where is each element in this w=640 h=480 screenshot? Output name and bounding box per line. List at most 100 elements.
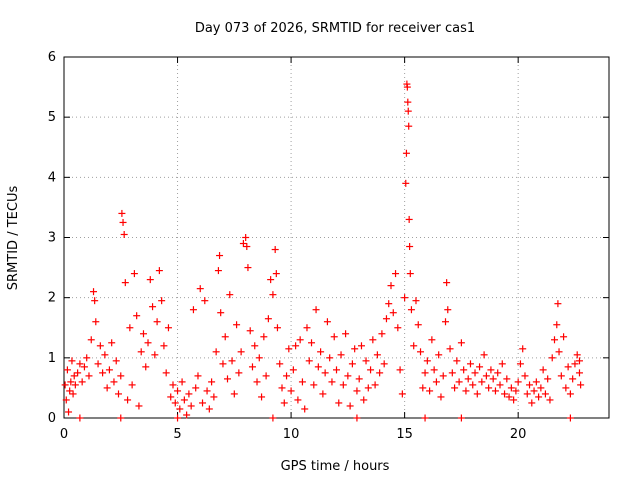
data-point [335, 399, 343, 407]
data-point [473, 390, 481, 398]
data-point [421, 369, 429, 377]
data-point [194, 372, 202, 380]
data-point [380, 360, 388, 368]
data-point [337, 351, 345, 359]
data-point [333, 366, 340, 374]
data-point [112, 357, 120, 365]
data-point [255, 354, 263, 362]
data-point [512, 387, 520, 395]
data-point [389, 309, 397, 317]
data-point [360, 396, 368, 404]
data-point [90, 288, 98, 296]
data-point [151, 351, 159, 359]
data-point [414, 321, 422, 329]
data-point [139, 330, 147, 338]
data-point [443, 279, 451, 287]
data-point [278, 384, 286, 392]
y-axis-label: SRMTID / TECUs [6, 186, 21, 291]
data-point [208, 378, 216, 386]
data-point [371, 381, 379, 389]
data-point [228, 357, 236, 365]
data-point [68, 357, 76, 365]
data-point [212, 348, 220, 356]
data-point [210, 393, 218, 401]
data-point [167, 393, 175, 401]
data-point [176, 405, 184, 413]
data-point [242, 234, 250, 241]
data-point [362, 357, 370, 365]
data-point [226, 291, 234, 299]
y-tick-label: 1 [48, 351, 56, 366]
data-point [357, 342, 365, 350]
data-point [478, 378, 486, 386]
axis-ticks: 0 5 10 15 20 0 1 2 3 4 5 6 [48, 50, 609, 442]
data-point [406, 243, 414, 251]
data-point [562, 384, 570, 392]
data-point [76, 360, 84, 368]
data-point [507, 384, 515, 392]
x-axis-label: GPS time / hours [281, 459, 390, 474]
data-point [187, 402, 195, 410]
data-point [192, 384, 200, 392]
data-point [523, 390, 531, 398]
x-tick-label: 10 [283, 427, 300, 442]
data-point [548, 354, 556, 362]
data-point [446, 345, 454, 353]
data-point [396, 366, 404, 374]
data-point [205, 405, 213, 413]
data-point [555, 348, 563, 356]
chart-title: Day 073 of 2026, SRMTID for receiver cas… [195, 21, 475, 36]
data-point [394, 324, 402, 332]
data-point [385, 300, 393, 308]
data-point [539, 366, 547, 374]
data-point [203, 387, 211, 395]
data-point [466, 360, 474, 368]
data-point [135, 402, 143, 410]
data-point [382, 315, 390, 323]
data-point [267, 276, 275, 284]
y-tick-label: 2 [48, 291, 56, 306]
data-point [528, 399, 536, 407]
data-point [535, 393, 543, 401]
data-point [61, 381, 69, 389]
data-point [442, 318, 449, 326]
data-point [462, 387, 470, 395]
data-point [496, 381, 504, 389]
data-point [491, 387, 499, 395]
data-point [489, 375, 497, 383]
data-point [421, 414, 429, 422]
data-point [264, 315, 272, 323]
x-tick-label: 15 [396, 427, 413, 442]
data-point [85, 372, 93, 380]
data-point [407, 306, 415, 314]
data-point [87, 336, 95, 344]
data-point [455, 378, 463, 386]
data-point [101, 351, 109, 359]
data-point [94, 360, 102, 368]
data-point [174, 414, 182, 422]
data-point [398, 390, 406, 398]
data-point [83, 354, 91, 362]
data-point [480, 351, 488, 359]
data-point [235, 369, 243, 377]
data-point [423, 357, 431, 365]
data-point [308, 339, 316, 347]
data-point [162, 369, 170, 377]
data-point [171, 399, 179, 407]
data-point [298, 378, 306, 386]
data-point [575, 369, 583, 377]
data-point [178, 378, 186, 386]
data-point [569, 375, 577, 383]
data-point [317, 348, 325, 356]
y-tick-label: 4 [48, 170, 56, 185]
data-point [367, 366, 375, 374]
data-point [435, 351, 443, 359]
data-point [153, 318, 161, 326]
data-point [142, 363, 150, 371]
data-point [62, 396, 70, 404]
data-point [451, 384, 459, 392]
data-point [305, 357, 313, 365]
data-point [185, 390, 193, 398]
data-point [412, 297, 420, 305]
data-point [526, 381, 534, 389]
